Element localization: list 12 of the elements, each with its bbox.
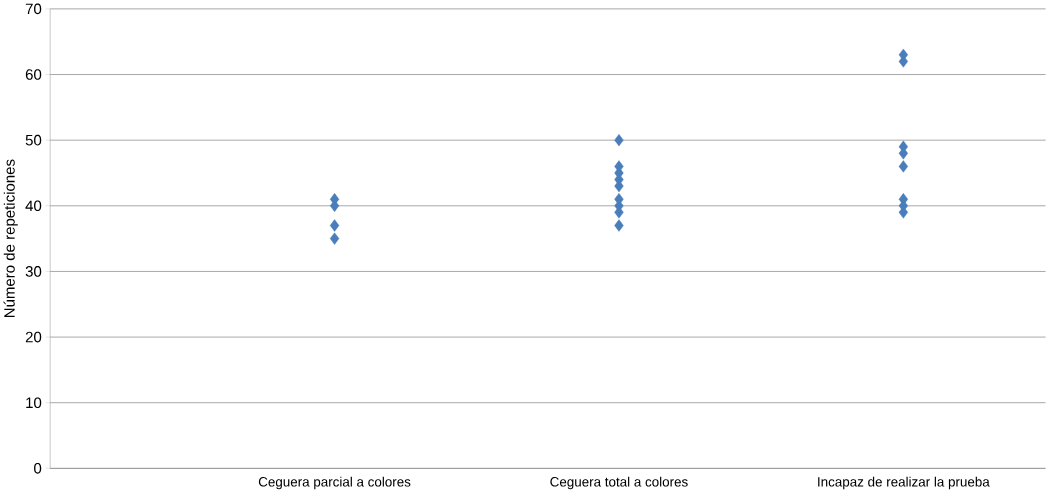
y-tick-label: 10 [26,397,42,409]
x-tick-label: Incapaz de realizar la prueba [818,476,990,490]
y-tick-label: 70 [25,3,42,15]
y-tick-label: 60 [25,69,42,80]
y-tick-label: 50 [25,134,42,146]
y-tick-label: 30 [25,266,42,277]
y-tick-label: 40 [25,200,42,212]
x-tick-label: Ceguera parcial a colores [258,476,411,490]
y-axis-title: Número de repeticiones [3,159,18,318]
y-tick-label: 20 [25,331,42,343]
y-tick-label: 0 [34,463,42,474]
x-tick-label: Ceguera total a colores [550,476,688,490]
